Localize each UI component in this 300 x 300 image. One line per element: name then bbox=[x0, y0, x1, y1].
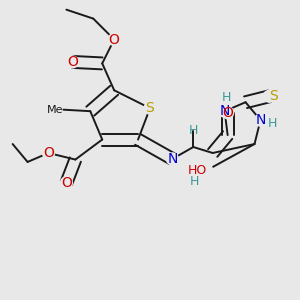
Text: O: O bbox=[222, 106, 233, 120]
Circle shape bbox=[60, 177, 72, 189]
Circle shape bbox=[201, 164, 213, 176]
Text: H: H bbox=[189, 124, 198, 137]
Circle shape bbox=[144, 102, 156, 114]
Text: O: O bbox=[67, 55, 78, 69]
Circle shape bbox=[219, 105, 231, 117]
Text: O: O bbox=[109, 32, 120, 46]
Circle shape bbox=[254, 114, 266, 126]
Text: H: H bbox=[222, 91, 231, 104]
Text: N: N bbox=[220, 104, 230, 118]
Circle shape bbox=[222, 107, 234, 118]
Text: H: H bbox=[268, 117, 277, 130]
Text: O: O bbox=[43, 146, 54, 160]
Text: N: N bbox=[255, 113, 266, 127]
Text: N: N bbox=[167, 152, 178, 166]
Circle shape bbox=[167, 153, 178, 165]
Text: O: O bbox=[61, 176, 72, 190]
Text: S: S bbox=[146, 101, 154, 115]
Text: HO: HO bbox=[188, 164, 207, 177]
Text: S: S bbox=[269, 89, 278, 103]
Circle shape bbox=[263, 90, 275, 102]
Circle shape bbox=[43, 147, 54, 159]
Text: Me: Me bbox=[47, 105, 63, 115]
Circle shape bbox=[108, 34, 120, 46]
Text: H: H bbox=[190, 175, 200, 188]
Circle shape bbox=[66, 56, 78, 68]
